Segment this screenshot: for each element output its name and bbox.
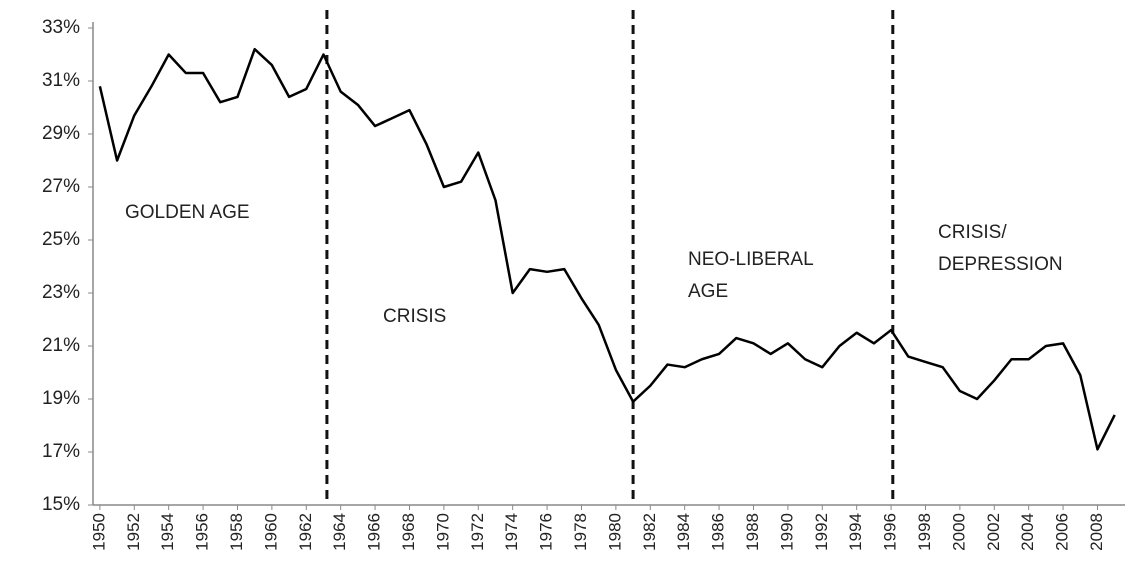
x-tick-label: 2000	[949, 513, 968, 551]
y-tick-label: 19%	[42, 388, 80, 409]
x-tick-label: 2004	[1018, 513, 1037, 551]
y-tick-label: 21%	[42, 335, 80, 356]
x-tick-label: 1978	[571, 513, 590, 551]
x-tick-label: 1982	[640, 513, 659, 551]
period-label: NEO-LIBERAL	[688, 249, 814, 270]
x-tick-label: 1962	[296, 513, 315, 551]
x-tick-label: 1966	[365, 513, 384, 551]
y-tick-label: 29%	[42, 123, 80, 144]
period-label: CRISIS	[383, 306, 446, 327]
y-tick-label: 15%	[42, 494, 80, 515]
x-tick-label: 2008	[1087, 513, 1106, 551]
x-tick-label: 1984	[674, 513, 693, 551]
x-tick-label: 1976	[537, 513, 556, 551]
x-tick-label: 2002	[984, 513, 1003, 551]
y-tick-label: 31%	[42, 70, 80, 91]
x-tick-label: 1970	[433, 513, 452, 551]
period-label: DEPRESSION	[938, 254, 1063, 275]
period-label: AGE	[688, 281, 728, 302]
y-tick-label: 23%	[42, 282, 80, 303]
x-tick-label: 1972	[468, 513, 487, 551]
period-label: GOLDEN AGE	[125, 202, 250, 223]
x-tick-label: 1964	[330, 513, 349, 551]
x-tick-label: 1980	[605, 513, 624, 551]
x-tick-label: 1956	[193, 513, 212, 551]
x-tick-label: 1958	[227, 513, 246, 551]
x-tick-label: 1992	[812, 513, 831, 551]
data-line	[98, 47, 1116, 451]
x-tick-label: 1954	[158, 513, 177, 551]
x-tick-label: 1968	[399, 513, 418, 551]
y-tick-label: 25%	[42, 229, 80, 250]
x-tick-label: 1960	[261, 513, 280, 551]
x-tick-label: 1950	[89, 513, 108, 551]
x-tick-label: 2006	[1053, 513, 1072, 551]
x-tick-label: 1996	[881, 513, 900, 551]
x-tick-label: 1974	[502, 513, 521, 551]
x-tick-label: 1952	[124, 513, 143, 551]
x-tick-label: 1988	[743, 513, 762, 551]
y-tick-label: 17%	[42, 441, 80, 462]
period-label: CRISIS/	[938, 222, 1007, 243]
y-tick-label: 33%	[42, 17, 80, 38]
x-tick-label: 1986	[709, 513, 728, 551]
x-tick-label: 1994	[846, 513, 865, 551]
x-tick-label: 1990	[777, 513, 796, 551]
y-tick-label: 27%	[42, 176, 80, 197]
x-tick-label: 1998	[915, 513, 934, 551]
